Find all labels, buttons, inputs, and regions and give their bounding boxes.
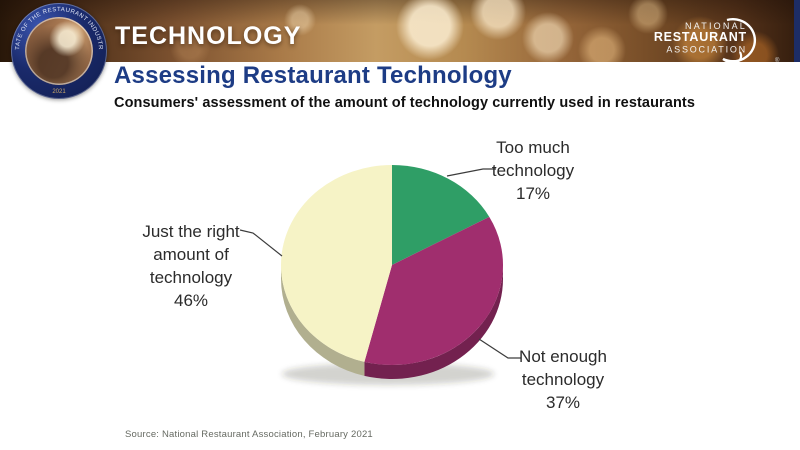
badge-year-text: 2021 (52, 89, 66, 95)
nra-logo-swoosh-icon (722, 18, 757, 63)
page-subtitle: Consumers' assessment of the amount of t… (114, 95, 696, 111)
banner-accent-bar (794, 0, 800, 62)
industry-badge: STATE OF THE RESTAURANT INDUSTRY 2021 (11, 3, 107, 99)
pie-side-2 (281, 265, 365, 376)
pie-label-just-right: Just the right amount of technology 46% (142, 222, 240, 310)
pie-side-1 (364, 265, 503, 379)
source-note: Source: National Restaurant Association,… (125, 429, 373, 440)
header-banner (0, 0, 800, 62)
pie-walls (281, 265, 503, 379)
badge-ring-text: STATE OF THE RESTAURANT INDUSTRY 2021 (11, 3, 103, 95)
nra-logo-line1: NATIONAL (685, 21, 747, 31)
nra-logo: NATIONAL RESTAURANT ASSOCIATION ® (654, 18, 780, 64)
pie-shadow (282, 363, 494, 385)
nra-logo-swoosh-tail-icon (722, 51, 743, 64)
nra-logo-line2: RESTAURANT (654, 30, 747, 44)
pie-slice-2 (281, 165, 392, 362)
page-title: Assessing Restaurant Technology (114, 62, 512, 89)
nra-logo-line3: ASSOCIATION (666, 45, 747, 55)
badge-photo (25, 17, 93, 85)
badge-ring-top-text: STATE OF THE RESTAURANT INDUSTRY (11, 3, 103, 50)
pie-label-too-much: Too much technology 17% (491, 138, 575, 203)
svg-text:STATE OF THE RESTAURANT INDUST: STATE OF THE RESTAURANT INDUSTRY (11, 3, 103, 50)
section-title: TECHNOLOGY (115, 22, 302, 50)
pie-slice-1 (364, 216, 504, 365)
nra-logo-registered-mark: ® (775, 57, 780, 64)
pie-label-not-enough: Not enough technology 37% (519, 347, 607, 412)
